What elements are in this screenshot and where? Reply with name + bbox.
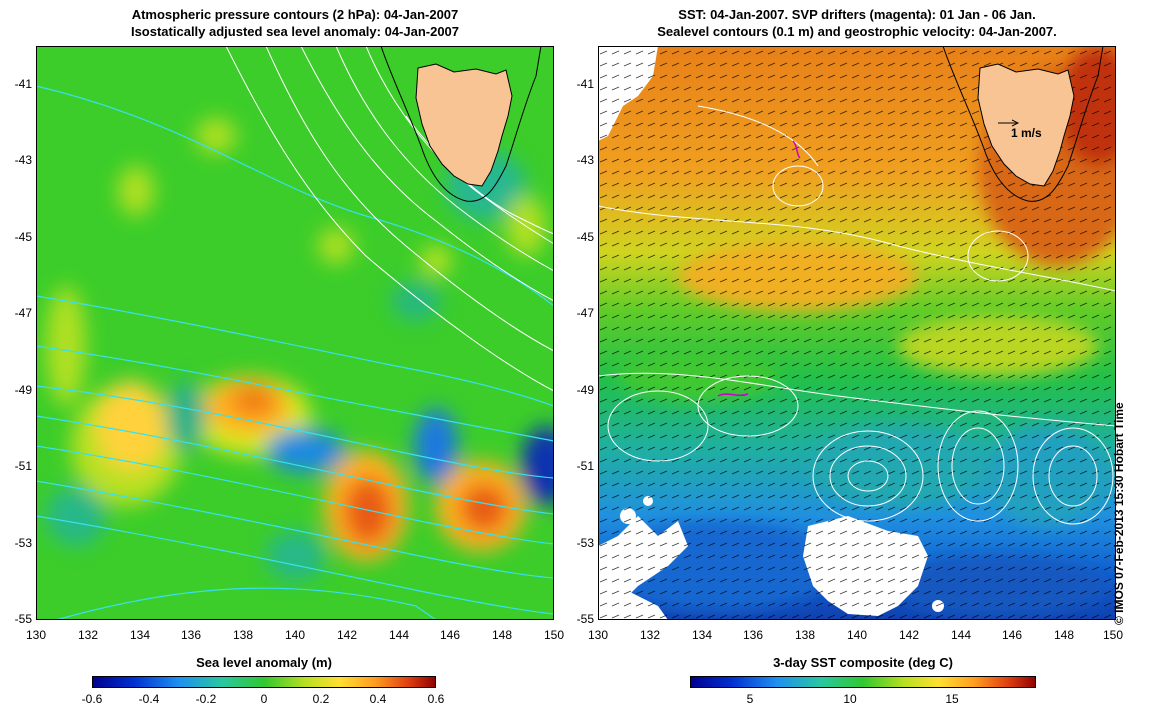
- right-y-tick: -53: [576, 536, 594, 550]
- right-y-tick: -47: [576, 306, 594, 320]
- right-title-line2: Sealevel contours (0.1 m) and geostrophi…: [657, 24, 1057, 39]
- left-x-tick: 138: [232, 628, 254, 642]
- shelf-contour: [942, 46, 1104, 202]
- pressure-contours: [36, 85, 554, 620]
- imos-credit: © IMOS 07-Feb-2013 15:30 Hobart Time: [1112, 402, 1126, 625]
- left-y-tick: -47: [14, 306, 32, 320]
- right-title-line1: SST: 04-Jan-2007. SVP drifters (magenta)…: [678, 7, 1036, 22]
- right-x-tick: 132: [639, 628, 661, 642]
- right-y-tick: -49: [576, 383, 594, 397]
- right-colorbar-label: 3-day SST composite (deg C): [773, 655, 953, 670]
- left-y-tick: -45: [14, 230, 32, 244]
- anomaly-field: [46, 118, 554, 581]
- right-colorbar-tick: 15: [945, 692, 959, 706]
- sea-level-anomaly-map: [36, 46, 554, 620]
- left-y-tick: -55: [14, 612, 32, 626]
- tasmania-land: [415, 63, 513, 187]
- left-x-tick: 134: [129, 628, 151, 642]
- right-x-tick: 146: [1001, 628, 1023, 642]
- left-x-tick: 148: [491, 628, 513, 642]
- right-x-tick: 144: [950, 628, 972, 642]
- sst-map: [598, 46, 1116, 620]
- right-x-tick: 138: [794, 628, 816, 642]
- right-x-tick: 134: [691, 628, 713, 642]
- left-colorbar-tick: 0: [260, 692, 268, 706]
- right-title: SST: 04-Jan-2007. SVP drifters (magenta)…: [598, 6, 1116, 40]
- right-x-tick: 142: [898, 628, 920, 642]
- left-title-line1: Atmospheric pressure contours (2 hPa): 0…: [131, 7, 459, 22]
- svp-drifters: [717, 140, 801, 397]
- right-x-tick: 140: [846, 628, 868, 642]
- left-x-tick: 140: [284, 628, 306, 642]
- left-title-line2: Isostatically adjusted sea level anomaly…: [130, 24, 460, 39]
- left-colorbar-tick: -0.6: [81, 692, 103, 706]
- right-colorbar-tick: 10: [843, 692, 857, 706]
- left-colorbar: [92, 676, 436, 688]
- right-x-tick: 148: [1053, 628, 1075, 642]
- tasmania-land: [977, 63, 1075, 187]
- right-y-tick: -51: [576, 459, 594, 473]
- left-x-tick: 132: [77, 628, 99, 642]
- left-y-tick: -53: [14, 536, 32, 550]
- right-y-tick: -41: [576, 77, 594, 91]
- left-x-tick: 130: [25, 628, 47, 642]
- right-x-tick: 130: [587, 628, 609, 642]
- left-y-tick: -51: [14, 459, 32, 473]
- velocity-scale-label: 1 m/s: [1011, 126, 1042, 140]
- right-y-tick: -55: [576, 612, 594, 626]
- right-y-tick: -45: [576, 230, 594, 244]
- velocity-scale-arrowhead: [1011, 119, 1020, 127]
- left-x-tick: 144: [388, 628, 410, 642]
- right-colorbar-tick: 5: [746, 692, 754, 706]
- left-y-tick: -41: [14, 77, 32, 91]
- left-colorbar-tick: -0.2: [195, 692, 217, 706]
- left-x-tick: 146: [439, 628, 461, 642]
- left-colorbar-tick: 0.6: [427, 692, 445, 706]
- right-y-tick: -43: [576, 153, 594, 167]
- shelf-contour: [380, 46, 542, 202]
- left-colorbar-tick: -0.4: [138, 692, 160, 706]
- eddy-contours: [598, 105, 1116, 525]
- right-colorbar: [690, 676, 1036, 688]
- left-x-tick: 150: [543, 628, 565, 642]
- left-title: Atmospheric pressure contours (2 hPa): 0…: [36, 6, 554, 40]
- left-y-tick: -43: [14, 153, 32, 167]
- left-colorbar-tick: 0.4: [369, 692, 387, 706]
- left-y-tick: -49: [14, 383, 32, 397]
- left-colorbar-label: Sea level anomaly (m): [196, 655, 332, 670]
- right-x-tick: 150: [1102, 628, 1124, 642]
- left-colorbar-tick: 0.2: [312, 692, 330, 706]
- left-x-tick: 136: [180, 628, 202, 642]
- right-x-tick: 136: [742, 628, 764, 642]
- left-x-tick: 142: [336, 628, 358, 642]
